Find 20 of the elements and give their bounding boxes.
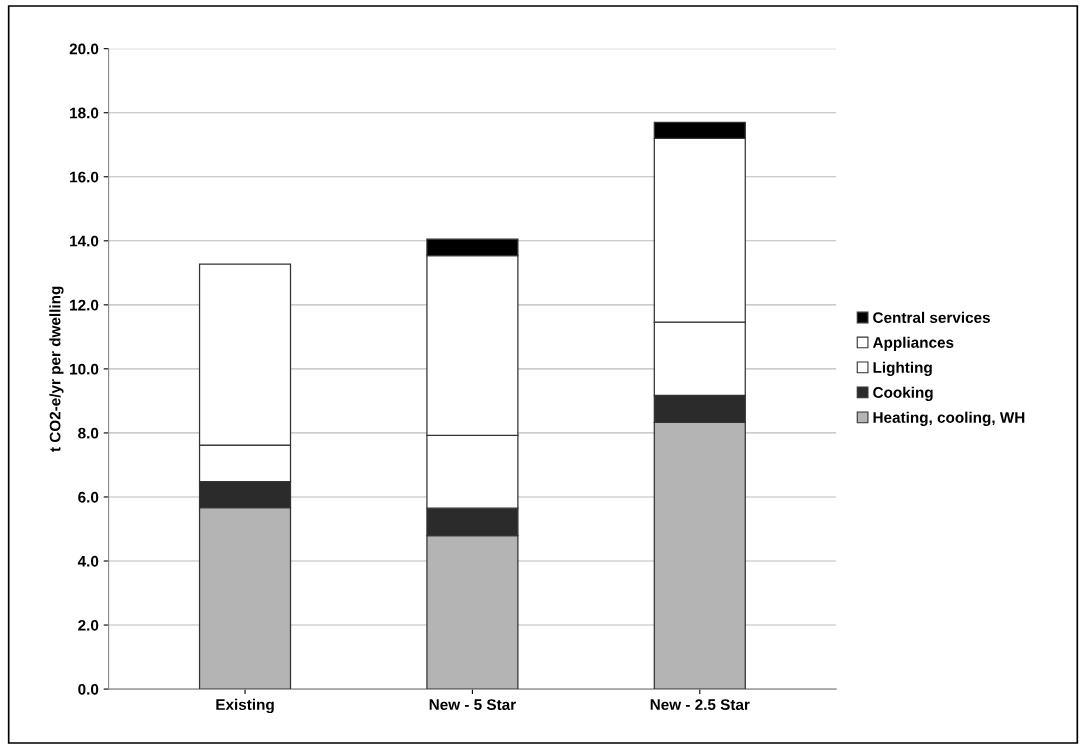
y-tick-label: 0.0 [78, 683, 99, 695]
y-tick-label: 18.0 [70, 107, 99, 119]
x-tick-label: New - 2.5 Star [650, 699, 750, 711]
y-axis-title: t CO2-e/yr per dwelling [49, 286, 64, 452]
y-tick-label: 12.0 [70, 299, 99, 311]
legend-label: Heating, cooling, WH [873, 411, 1025, 426]
legend-label: Appliances [872, 336, 954, 351]
y-tick-label: 6.0 [78, 491, 99, 503]
legend-label: Cooking [873, 386, 933, 401]
y-tick-label: 20.0 [69, 43, 99, 55]
y-tick-label: 8.0 [78, 427, 99, 439]
y-tick-label: 2.0 [78, 619, 99, 631]
y-tick-label: 14.0 [70, 235, 99, 247]
y-tick-label: 10.0 [70, 363, 99, 375]
y-tick-label: 4.0 [77, 555, 99, 567]
y-tick-label: 16.0 [70, 171, 99, 183]
legend-label: Lighting [873, 361, 932, 376]
x-tick-label: New - 5 Star [429, 699, 516, 711]
legend-label: Central services [873, 311, 990, 324]
x-tick-label: Existing [216, 698, 274, 714]
